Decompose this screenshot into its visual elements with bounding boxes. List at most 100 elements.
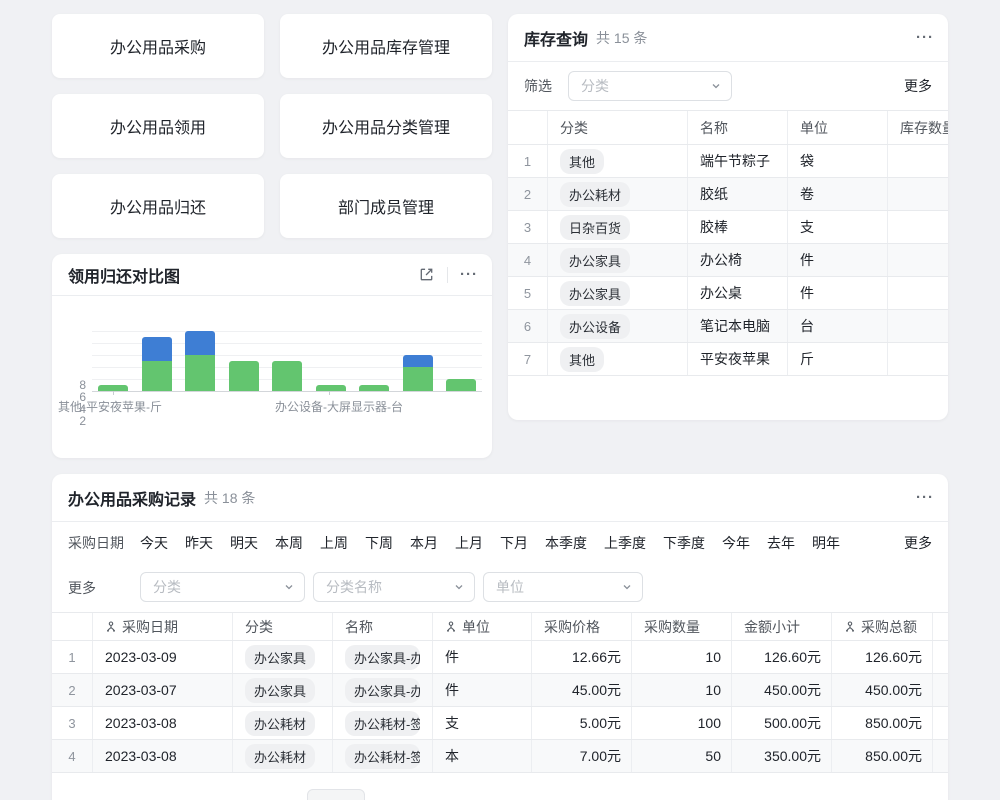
- cell-category: 办公耗材: [233, 707, 333, 739]
- date-option-yesterday[interactable]: 昨天: [185, 535, 213, 551]
- table-row[interactable]: 1 其他 端午节粽子 袋: [508, 145, 948, 178]
- date-option-this-quarter[interactable]: 本季度: [545, 535, 587, 551]
- date-option-last-quarter[interactable]: 上季度: [604, 535, 646, 551]
- header-unit: 单位: [788, 111, 888, 144]
- nav-button-inventory[interactable]: 办公用品库存管理: [280, 14, 492, 78]
- cell-spacer: [933, 674, 948, 706]
- date-option-next-year[interactable]: 明年: [812, 535, 840, 551]
- nav-button-return[interactable]: 办公用品归还: [52, 174, 264, 238]
- hierarchy-icon: [107, 620, 115, 632]
- bar-segment-requisition: [185, 355, 215, 391]
- cell-price: 7.00元: [532, 740, 632, 772]
- purchase-more-icon[interactable]: ···: [916, 489, 934, 506]
- header-qty: 采购数量: [632, 613, 732, 640]
- date-option-tomorrow[interactable]: 明天: [230, 535, 258, 551]
- date-option-last-week[interactable]: 上周: [320, 535, 348, 551]
- cell-qty: 10: [632, 674, 732, 706]
- table-row[interactable]: 2 办公耗材 胶纸 卷: [508, 178, 948, 211]
- cell-unit: 件: [788, 277, 888, 309]
- date-option-this-week[interactable]: 本周: [275, 535, 303, 551]
- bar[interactable]: [228, 361, 259, 391]
- purchase-more-dates-link[interactable]: 更多: [904, 535, 932, 551]
- bar[interactable]: [402, 355, 433, 391]
- nav-button-members[interactable]: 部门成员管理: [280, 174, 492, 238]
- cell-unit: 卷: [788, 178, 888, 210]
- cell-spacer: [933, 641, 948, 673]
- inventory-table-body: 1 其他 端午节粽子 袋 2 办公耗材 胶纸 卷 3 日杂百货 胶棒: [508, 145, 948, 376]
- select-placeholder: 分类: [153, 579, 181, 595]
- bar-segment-requisition: [315, 385, 346, 391]
- purchase-table-body: 1 2023-03-09 办公家具 办公家具-办 件 12.66元 10 126…: [52, 641, 948, 773]
- inventory-more-filters-link[interactable]: 更多: [904, 78, 932, 94]
- date-option-last-month[interactable]: 上月: [455, 535, 483, 551]
- bar[interactable]: [272, 361, 302, 391]
- y-axis-tick: 4: [79, 402, 86, 416]
- bar[interactable]: [446, 379, 476, 391]
- table-row[interactable]: 3 日杂百货 胶棒 支: [508, 211, 948, 244]
- cell-name: 办公家具-办: [333, 641, 433, 673]
- table-row[interactable]: 1 2023-03-09 办公家具 办公家具-办 件 12.66元 10 126…: [52, 641, 948, 674]
- inventory-more-icon[interactable]: ···: [916, 29, 934, 46]
- cell-subtotal: 350.00元: [732, 740, 832, 772]
- bar[interactable]: [98, 385, 128, 391]
- load-more-button[interactable]: 载入: [307, 789, 365, 800]
- date-filter-label: 采购日期: [68, 535, 124, 551]
- cell-price: 12.66元: [532, 641, 632, 673]
- cell-category: 办公耗材: [548, 178, 688, 210]
- date-option-next-week[interactable]: 下周: [365, 535, 393, 551]
- header-name: 名称: [333, 613, 433, 640]
- table-row[interactable]: 6 办公设备 笔记本电脑 台: [508, 310, 948, 343]
- table-row[interactable]: 3 2023-03-08 办公耗材 办公耗材-签 支 5.00元 100 500…: [52, 707, 948, 740]
- cell-date: 2023-03-08: [93, 740, 233, 772]
- chart-title: 领用归还对比图: [68, 268, 181, 286]
- cell-unit: 斤: [788, 343, 888, 375]
- date-option-this-month[interactable]: 本月: [410, 535, 438, 551]
- cell-subtotal: 126.60元: [732, 641, 832, 673]
- table-row[interactable]: 7 其他 平安夜苹果 斤: [508, 343, 948, 376]
- category-tag: 其他: [560, 346, 605, 372]
- table-row[interactable]: 4 2023-03-08 办公耗材 办公耗材-签 本 7.00元 50 350.…: [52, 740, 948, 773]
- table-row[interactable]: 2 2023-03-07 办公家具 办公家具-办 件 45.00元 10 450…: [52, 674, 948, 707]
- cell-category: 办公家具: [548, 277, 688, 309]
- table-row[interactable]: 4 办公家具 办公椅 件: [508, 244, 948, 277]
- category-tag: 办公耗材: [245, 710, 316, 736]
- row-number: 2: [52, 674, 93, 706]
- row-number: 5: [508, 277, 548, 309]
- bar[interactable]: [141, 337, 172, 391]
- cell-category: 办公家具: [233, 641, 333, 673]
- date-option-last-year[interactable]: 去年: [767, 535, 795, 551]
- category-name-select[interactable]: 分类名称: [313, 572, 475, 602]
- chart-more-icon[interactable]: ···: [460, 266, 478, 283]
- date-option-next-quarter[interactable]: 下季度: [663, 535, 705, 551]
- cell-spacer: [933, 707, 948, 739]
- gridline: [92, 331, 482, 332]
- nav-button-label: 办公用品库存管理: [321, 40, 450, 57]
- bar[interactable]: [315, 385, 346, 391]
- cell-category: 办公家具: [548, 244, 688, 276]
- date-option-this-year[interactable]: 今年: [722, 535, 750, 551]
- more-filters-label: 更多: [68, 580, 96, 596]
- nav-button-purchase[interactable]: 办公用品采购: [52, 14, 264, 78]
- header-name: 名称: [688, 111, 788, 144]
- category-filter-select[interactable]: 分类: [568, 71, 732, 101]
- chevron-down-icon: [454, 582, 464, 592]
- bar[interactable]: [185, 331, 215, 391]
- unit-select[interactable]: 单位: [483, 572, 643, 602]
- cell-name: 笔记本电脑: [688, 310, 788, 342]
- select-placeholder: 分类: [581, 78, 609, 94]
- name-tag: 办公家具-办: [345, 644, 420, 670]
- nav-button-requisition[interactable]: 办公用品领用: [52, 94, 264, 158]
- export-icon[interactable]: [418, 266, 435, 283]
- table-row[interactable]: 5 办公家具 办公桌 件: [508, 277, 948, 310]
- bar[interactable]: [359, 385, 389, 391]
- nav-button-category[interactable]: 办公用品分类管理: [280, 94, 492, 158]
- date-option-today[interactable]: 今天: [140, 535, 168, 551]
- row-number: 1: [52, 641, 93, 673]
- cell-category: 办公设备: [548, 310, 688, 342]
- inventory-filter-row: 筛选 分类 更多: [508, 62, 948, 110]
- y-axis-tick: 6: [79, 390, 86, 404]
- nav-button-label: 办公用品归还: [109, 200, 206, 217]
- header-category: 分类: [548, 111, 688, 144]
- category-select[interactable]: 分类: [140, 572, 305, 602]
- date-option-next-month[interactable]: 下月: [500, 535, 528, 551]
